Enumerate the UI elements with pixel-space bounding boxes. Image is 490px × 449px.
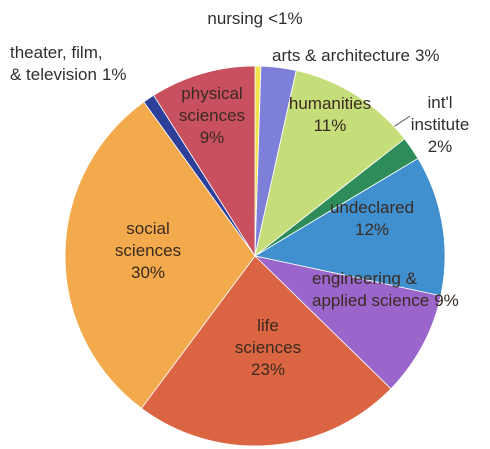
value-label: 11% <box>313 116 347 135</box>
slice-label: humanities 11% <box>230 93 430 137</box>
pie-slice <box>140 255 392 447</box>
slice-label: engineering & applied science 9% <box>312 268 459 312</box>
pie-slice <box>253 255 442 390</box>
slice-label: life sciences 23% <box>168 315 368 381</box>
value-label: 30% <box>130 263 166 282</box>
value-label: 23% <box>250 360 286 379</box>
value-label: 9% <box>199 128 225 147</box>
value-label: <1% <box>268 9 303 28</box>
category-label: physical sciences <box>178 84 246 125</box>
value-label: 2% <box>427 137 453 156</box>
value-label: 12% <box>354 220 390 239</box>
slice-label: physical sciences 9% <box>112 83 312 149</box>
slice-label: undeclared 12% <box>272 197 472 241</box>
pie-slice <box>64 101 256 409</box>
slice-label: theater, film, & television 1% <box>10 42 127 86</box>
pie-slice <box>153 65 256 258</box>
slice-label: nursing <1% <box>155 8 355 30</box>
category-label: social sciences <box>114 219 182 260</box>
value-label: 9% <box>434 291 459 310</box>
slice-label: social sciences 30% <box>48 218 248 284</box>
category-label: int'l institute <box>410 93 470 134</box>
pie-slice <box>254 70 406 258</box>
category-label: undeclared <box>329 198 415 217</box>
category-label: engineering & applied science <box>312 269 430 310</box>
slice-label: int'l institute 2% <box>340 92 490 158</box>
value-label: 1% <box>101 65 127 84</box>
value-label: 3% <box>414 46 440 65</box>
slice-label: arts & architecture 3% <box>272 45 440 67</box>
category-label: humanities <box>288 94 372 113</box>
category-label: nursing <box>207 9 264 28</box>
pie-slice <box>253 157 446 297</box>
category-label: arts & architecture <box>272 46 410 65</box>
category-label: theater, film, & television <box>10 43 103 84</box>
category-label: life sciences <box>234 316 302 357</box>
